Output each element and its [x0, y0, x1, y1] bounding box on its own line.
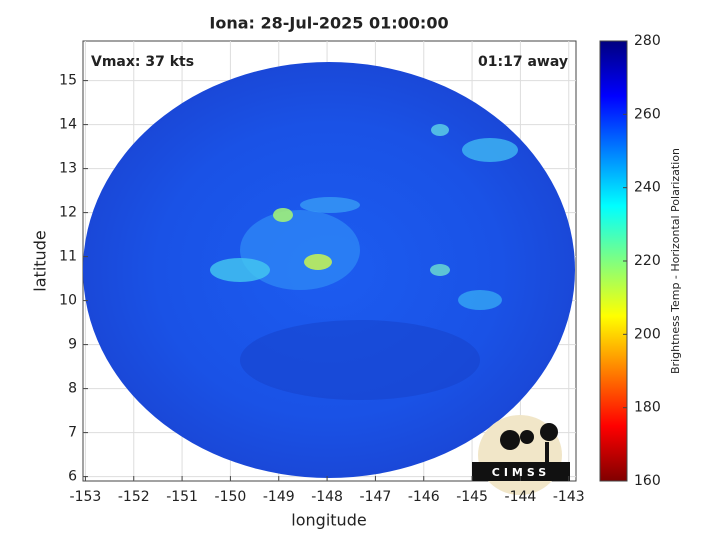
- x-tick-label: -150: [215, 489, 247, 505]
- x-tick-label: -149: [263, 489, 295, 505]
- colorbar-tick-label: 160: [634, 473, 661, 489]
- x-tick-label: -143: [553, 489, 585, 505]
- annotation: 01:17 away: [478, 54, 568, 70]
- colorbar-tick-label: 280: [634, 33, 661, 49]
- logo: CIMSS: [472, 415, 570, 495]
- y-tick-label: 11: [59, 249, 77, 265]
- y-tick-label: 7: [68, 425, 77, 441]
- y-tick-label: 8: [68, 381, 77, 397]
- x-axis-label: longitude: [291, 511, 366, 530]
- colorbar-tick-label: 240: [634, 180, 661, 196]
- y-tick-label: 10: [59, 293, 77, 309]
- colorbar-tick-label: 260: [634, 106, 661, 122]
- y-tick-label: 14: [59, 117, 77, 133]
- y-axis-label: latitude: [31, 230, 50, 291]
- x-tick-label: -147: [360, 489, 392, 505]
- x-tick-label: -144: [505, 489, 537, 505]
- y-tick-label: 12: [59, 205, 77, 221]
- colorbar-tick-label: 220: [634, 253, 661, 269]
- x-tick-label: -146: [408, 489, 440, 505]
- x-tick-label: -148: [311, 489, 343, 505]
- colorbar: [599, 40, 628, 482]
- x-tick-label: -145: [456, 489, 488, 505]
- y-tick-label: 6: [68, 469, 77, 485]
- x-tick-label: -153: [70, 489, 102, 505]
- logo-text: CIMSS: [492, 466, 550, 479]
- annotation: Vmax: 37 kts: [91, 54, 194, 70]
- chart-title: Iona: 28-Jul-2025 01:00:00: [209, 14, 448, 33]
- x-tick-label: -152: [118, 489, 150, 505]
- y-tick-label: 13: [59, 161, 77, 177]
- x-tick-label: -151: [166, 489, 198, 505]
- satellite-image: [83, 62, 575, 478]
- colorbar-tick-label: 180: [634, 400, 661, 416]
- y-tick-label: 15: [59, 73, 77, 89]
- colorbar-label: Brightness Temp - Horizontal Polarizatio…: [669, 148, 682, 374]
- y-tick-label: 9: [68, 337, 77, 353]
- colorbar-tick-label: 200: [634, 326, 661, 342]
